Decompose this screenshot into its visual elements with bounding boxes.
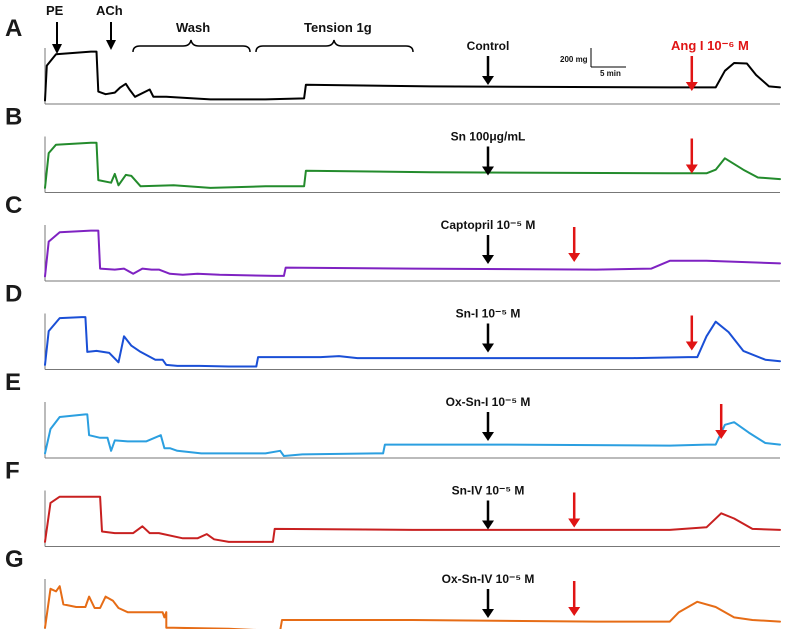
marker-arrow-head — [482, 520, 494, 530]
scale-time-label: 5 min — [600, 69, 621, 78]
condition-label: Sn-I 10⁻⁵ M — [456, 307, 521, 321]
marker-arrow-head — [482, 343, 494, 353]
condition-label: Control — [467, 39, 510, 53]
condition-label: Ox-Sn-I 10⁻⁵ M — [446, 395, 531, 409]
trace-line — [44, 495, 781, 543]
marker-arrow-head — [482, 432, 494, 441]
panel-letter: F — [5, 458, 20, 485]
wash-label: Wash — [176, 20, 210, 35]
trace-line — [44, 229, 781, 278]
ach-label: ACh — [96, 3, 123, 18]
pe-label: PE — [46, 3, 64, 18]
ang-label: Ang I 10⁻⁶ M — [671, 38, 749, 53]
wash-bracket — [132, 39, 251, 53]
ang-arrow-head — [568, 253, 581, 262]
panel-e: E Ox-Sn-I 10⁻⁵ M — [5, 369, 781, 459]
ach-arrow-head — [106, 40, 116, 50]
tension-label: Tension 1g — [304, 20, 372, 35]
panel-g: G Ox-Sn-IV 10⁻⁵ M — [5, 546, 781, 629]
ang-arrow-head — [685, 82, 698, 91]
trace-line — [44, 413, 781, 457]
condition-label: Captopril 10⁻⁵ M — [441, 218, 536, 232]
scale-bar: 200 mg 5 min — [560, 48, 626, 78]
trace-line — [44, 141, 781, 189]
trace-line — [44, 50, 781, 102]
panel-letter: G — [5, 546, 24, 573]
condition-label: Sn 100μg/mL — [451, 130, 526, 144]
condition-label: Sn-IV 10⁻⁵ M — [452, 484, 525, 498]
panel-d: D Sn-I 10⁻⁵ M — [5, 281, 781, 370]
tension-bracket — [255, 39, 414, 53]
pe-arrow-head — [52, 44, 62, 54]
ang-arrow-head — [568, 518, 581, 528]
marker-arrow-head — [482, 255, 494, 264]
marker-arrow-head — [482, 166, 494, 176]
panel-f: F Sn-IV 10⁻⁵ M — [5, 458, 781, 547]
panel-b: B Sn 100μg/mL — [5, 104, 781, 193]
panel-letter: E — [5, 369, 21, 396]
ang-arrow-head — [568, 607, 581, 616]
marker-arrow-head — [482, 76, 494, 85]
panel-letter: C — [5, 192, 22, 219]
ang-arrow-head — [685, 164, 698, 174]
panels: A Control B Sn 100μg/mL C Captopril 10⁻⁵ M D Sn… — [5, 15, 781, 629]
condition-label: Ox-Sn-IV 10⁻⁵ M — [442, 572, 535, 586]
panel-letter: A — [5, 15, 22, 42]
trace-line — [44, 585, 781, 629]
marker-arrow-head — [482, 609, 494, 618]
protocol-annotations: PE ACh Wash Tension 1g 200 mg 5 min Ang … — [46, 3, 749, 78]
trace-line — [44, 316, 781, 368]
panel-c: C Captopril 10⁻⁵ M — [5, 192, 781, 282]
panel-letter: D — [5, 281, 22, 308]
panel-a: A Control — [5, 15, 781, 105]
panel-letter: B — [5, 104, 22, 131]
ang-arrow-head — [715, 430, 728, 439]
scale-tension-label: 200 mg — [560, 55, 588, 64]
ang-arrow-head — [685, 341, 698, 351]
